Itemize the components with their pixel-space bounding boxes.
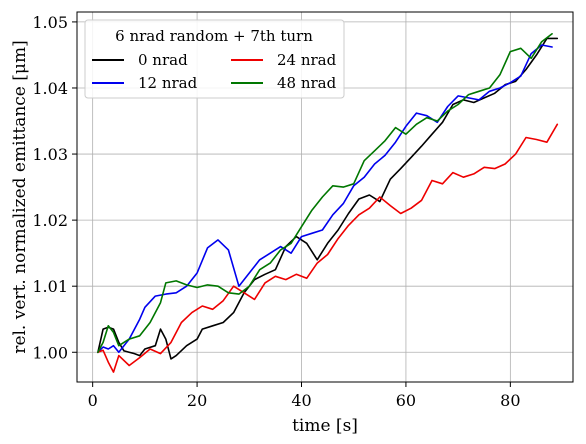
- series-line-24-nrad: [97, 123, 559, 373]
- y-tick-label-1: 1.01: [32, 277, 68, 296]
- x-axis-label: time [s]: [292, 416, 358, 436]
- x-tick-label-0: 0: [88, 391, 98, 410]
- x-tick-label-4: 80: [500, 391, 520, 410]
- y-axis: 1.00 1.01 1.02 1.03 1.04 1.05: [32, 13, 77, 362]
- legend-label-12-nrad: 12 nrad: [138, 74, 198, 92]
- legend-label-48-nrad: 48 nrad: [277, 74, 337, 92]
- legend-box: [84, 19, 345, 99]
- legend: 6 nrad random + 7th turn 0 nrad 12 nrad …: [84, 19, 345, 99]
- legend-label-0-nrad: 0 nrad: [138, 51, 188, 69]
- series-line-48-nrad: [97, 33, 553, 354]
- series-line-12-nrad: [97, 44, 553, 354]
- y-tick-label-4: 1.04: [32, 79, 68, 98]
- legend-label-24-nrad: 24 nrad: [277, 51, 337, 69]
- y-tick-label-5: 1.05: [32, 13, 68, 32]
- y-tick-label-0: 1.00: [32, 343, 68, 362]
- y-axis-label: rel. vert. normalized emittance [μm]: [10, 40, 30, 353]
- x-axis: 0 20 40 60 80: [88, 382, 521, 410]
- series-layer: [97, 33, 559, 373]
- plot-frame: [76, 11, 574, 383]
- x-tick-label-1: 20: [187, 391, 207, 410]
- x-tick-label-3: 60: [396, 391, 416, 410]
- x-tick-label-2: 40: [291, 391, 311, 410]
- series-line-0-nrad: [97, 37, 559, 360]
- y-tick-label-2: 1.02: [32, 211, 68, 230]
- legend-title: 6 nrad random + 7th turn: [115, 27, 313, 45]
- y-tick-label-3: 1.03: [32, 145, 68, 164]
